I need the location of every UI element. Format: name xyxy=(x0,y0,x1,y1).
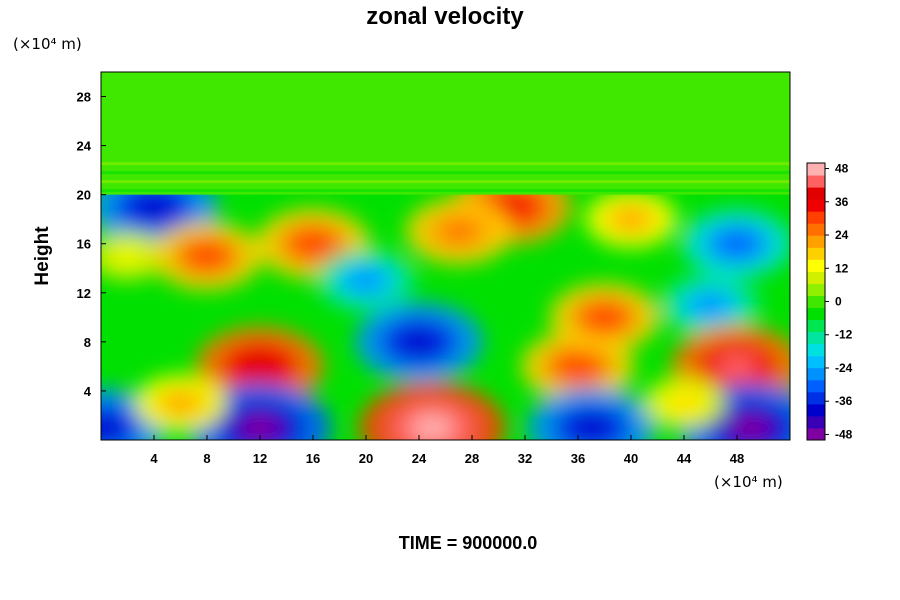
colorbar: 48 36 24 12 0 -12 -24 -36 -48 xyxy=(806,162,853,441)
colorbar-tick-label: 24 xyxy=(835,228,849,242)
y-tick-label: 20 xyxy=(77,188,91,203)
time-label: TIME = 900000.0 xyxy=(399,533,538,553)
x-tick-label: 20 xyxy=(359,451,373,466)
x-tick-label: 4 xyxy=(150,451,158,466)
field-feature-core xyxy=(617,210,645,228)
y-tick-label: 28 xyxy=(77,90,91,105)
heatmap-plot-area xyxy=(100,71,791,441)
y-axis-label: Height xyxy=(32,226,53,286)
colorbar-segment xyxy=(807,175,825,188)
colorbar-tick-label: 36 xyxy=(835,195,849,209)
x-tick-label: 36 xyxy=(571,451,585,466)
field-feature-core xyxy=(351,271,381,290)
colorbar-segment xyxy=(807,259,825,272)
field-feature-core xyxy=(717,354,757,379)
field-feature-core xyxy=(560,355,596,378)
field-feature-core xyxy=(720,233,754,255)
colorbar-tick-label: -36 xyxy=(835,394,853,408)
field-feature-core xyxy=(493,195,530,219)
field-feature-core xyxy=(295,233,331,255)
colorbar-segment xyxy=(807,427,825,441)
y-axis-ticks: 4 8 12 16 20 24 28 xyxy=(77,90,106,399)
field-feature-core xyxy=(166,394,195,412)
y-tick-label: 8 xyxy=(84,335,91,350)
upper-layer-fill xyxy=(101,72,790,195)
field-feature-core xyxy=(240,354,280,379)
colorbar-segment xyxy=(807,235,825,248)
colorbar-segment xyxy=(807,163,825,176)
colorbar-tick-label: 48 xyxy=(835,162,849,176)
colorbar-segment xyxy=(807,331,825,345)
colorbar-tick-label: -24 xyxy=(835,361,853,375)
colorbar-segment xyxy=(807,355,825,369)
x-tick-label: 16 xyxy=(306,451,320,466)
x-tick-label: 48 xyxy=(730,451,744,466)
field-feature-core xyxy=(134,194,174,219)
colorbar-segment xyxy=(807,379,825,393)
x-axis-ticks: 4 8 12 16 20 24 28 32 36 40 44 48 xyxy=(150,435,744,466)
colorbar-tick-label: 12 xyxy=(835,261,849,275)
x-tick-label: 8 xyxy=(203,451,210,466)
y-tick-label: 12 xyxy=(77,286,91,301)
x-tick-label: 28 xyxy=(465,451,479,466)
field-feature-core xyxy=(399,329,439,354)
field-feature-core xyxy=(588,306,621,328)
heatmap-field xyxy=(101,166,790,440)
colorbar-segment xyxy=(807,271,825,284)
colorbar-segment xyxy=(807,283,825,296)
x-tick-label: 24 xyxy=(412,451,427,466)
colorbar-segment xyxy=(807,391,825,405)
colorbar-tick-label: -48 xyxy=(835,427,853,441)
x-tick-label: 32 xyxy=(518,451,532,466)
x-tick-label: 44 xyxy=(677,451,692,466)
plot-frame xyxy=(100,71,791,441)
colorbar-segment xyxy=(807,295,825,309)
y-tick-label: 24 xyxy=(77,139,92,154)
colorbar-segment xyxy=(807,319,825,333)
y-tick-label: 16 xyxy=(77,237,91,252)
colorbar-tick-label: -12 xyxy=(835,328,853,342)
x-axis-unit: (×10⁴ m) xyxy=(714,473,783,491)
colorbar-segment xyxy=(807,403,825,417)
colorbar-segment xyxy=(807,223,825,236)
colorbar-segment xyxy=(807,415,825,429)
upper-layer xyxy=(101,72,790,195)
colorbar-segment xyxy=(807,211,825,224)
field-feature-core xyxy=(190,245,224,267)
colorbar-segment xyxy=(807,247,825,260)
field-feature-core xyxy=(728,414,772,440)
colorbar-tick-label: 0 xyxy=(835,295,842,309)
field-feature-core xyxy=(572,415,611,440)
field-feature-core xyxy=(671,395,697,412)
chart-title: zonal velocity xyxy=(366,3,524,30)
field-feature-core xyxy=(115,248,140,264)
x-tick-label: 40 xyxy=(624,451,638,466)
colorbar-segment xyxy=(807,199,825,212)
field-feature-core xyxy=(695,295,726,315)
colorbar-segment xyxy=(807,343,825,357)
colorbar-segment xyxy=(807,187,825,200)
colorbar-segment xyxy=(807,367,825,381)
field-feature-core xyxy=(410,414,455,440)
x-tick-label: 12 xyxy=(253,451,267,466)
colorbar-segment xyxy=(807,307,825,321)
y-axis-unit: (×10⁴ m) xyxy=(13,35,82,53)
field-feature-core xyxy=(101,415,121,440)
y-tick-label: 4 xyxy=(84,384,92,399)
field-feature-core xyxy=(238,414,282,440)
field-feature-core xyxy=(442,221,475,242)
